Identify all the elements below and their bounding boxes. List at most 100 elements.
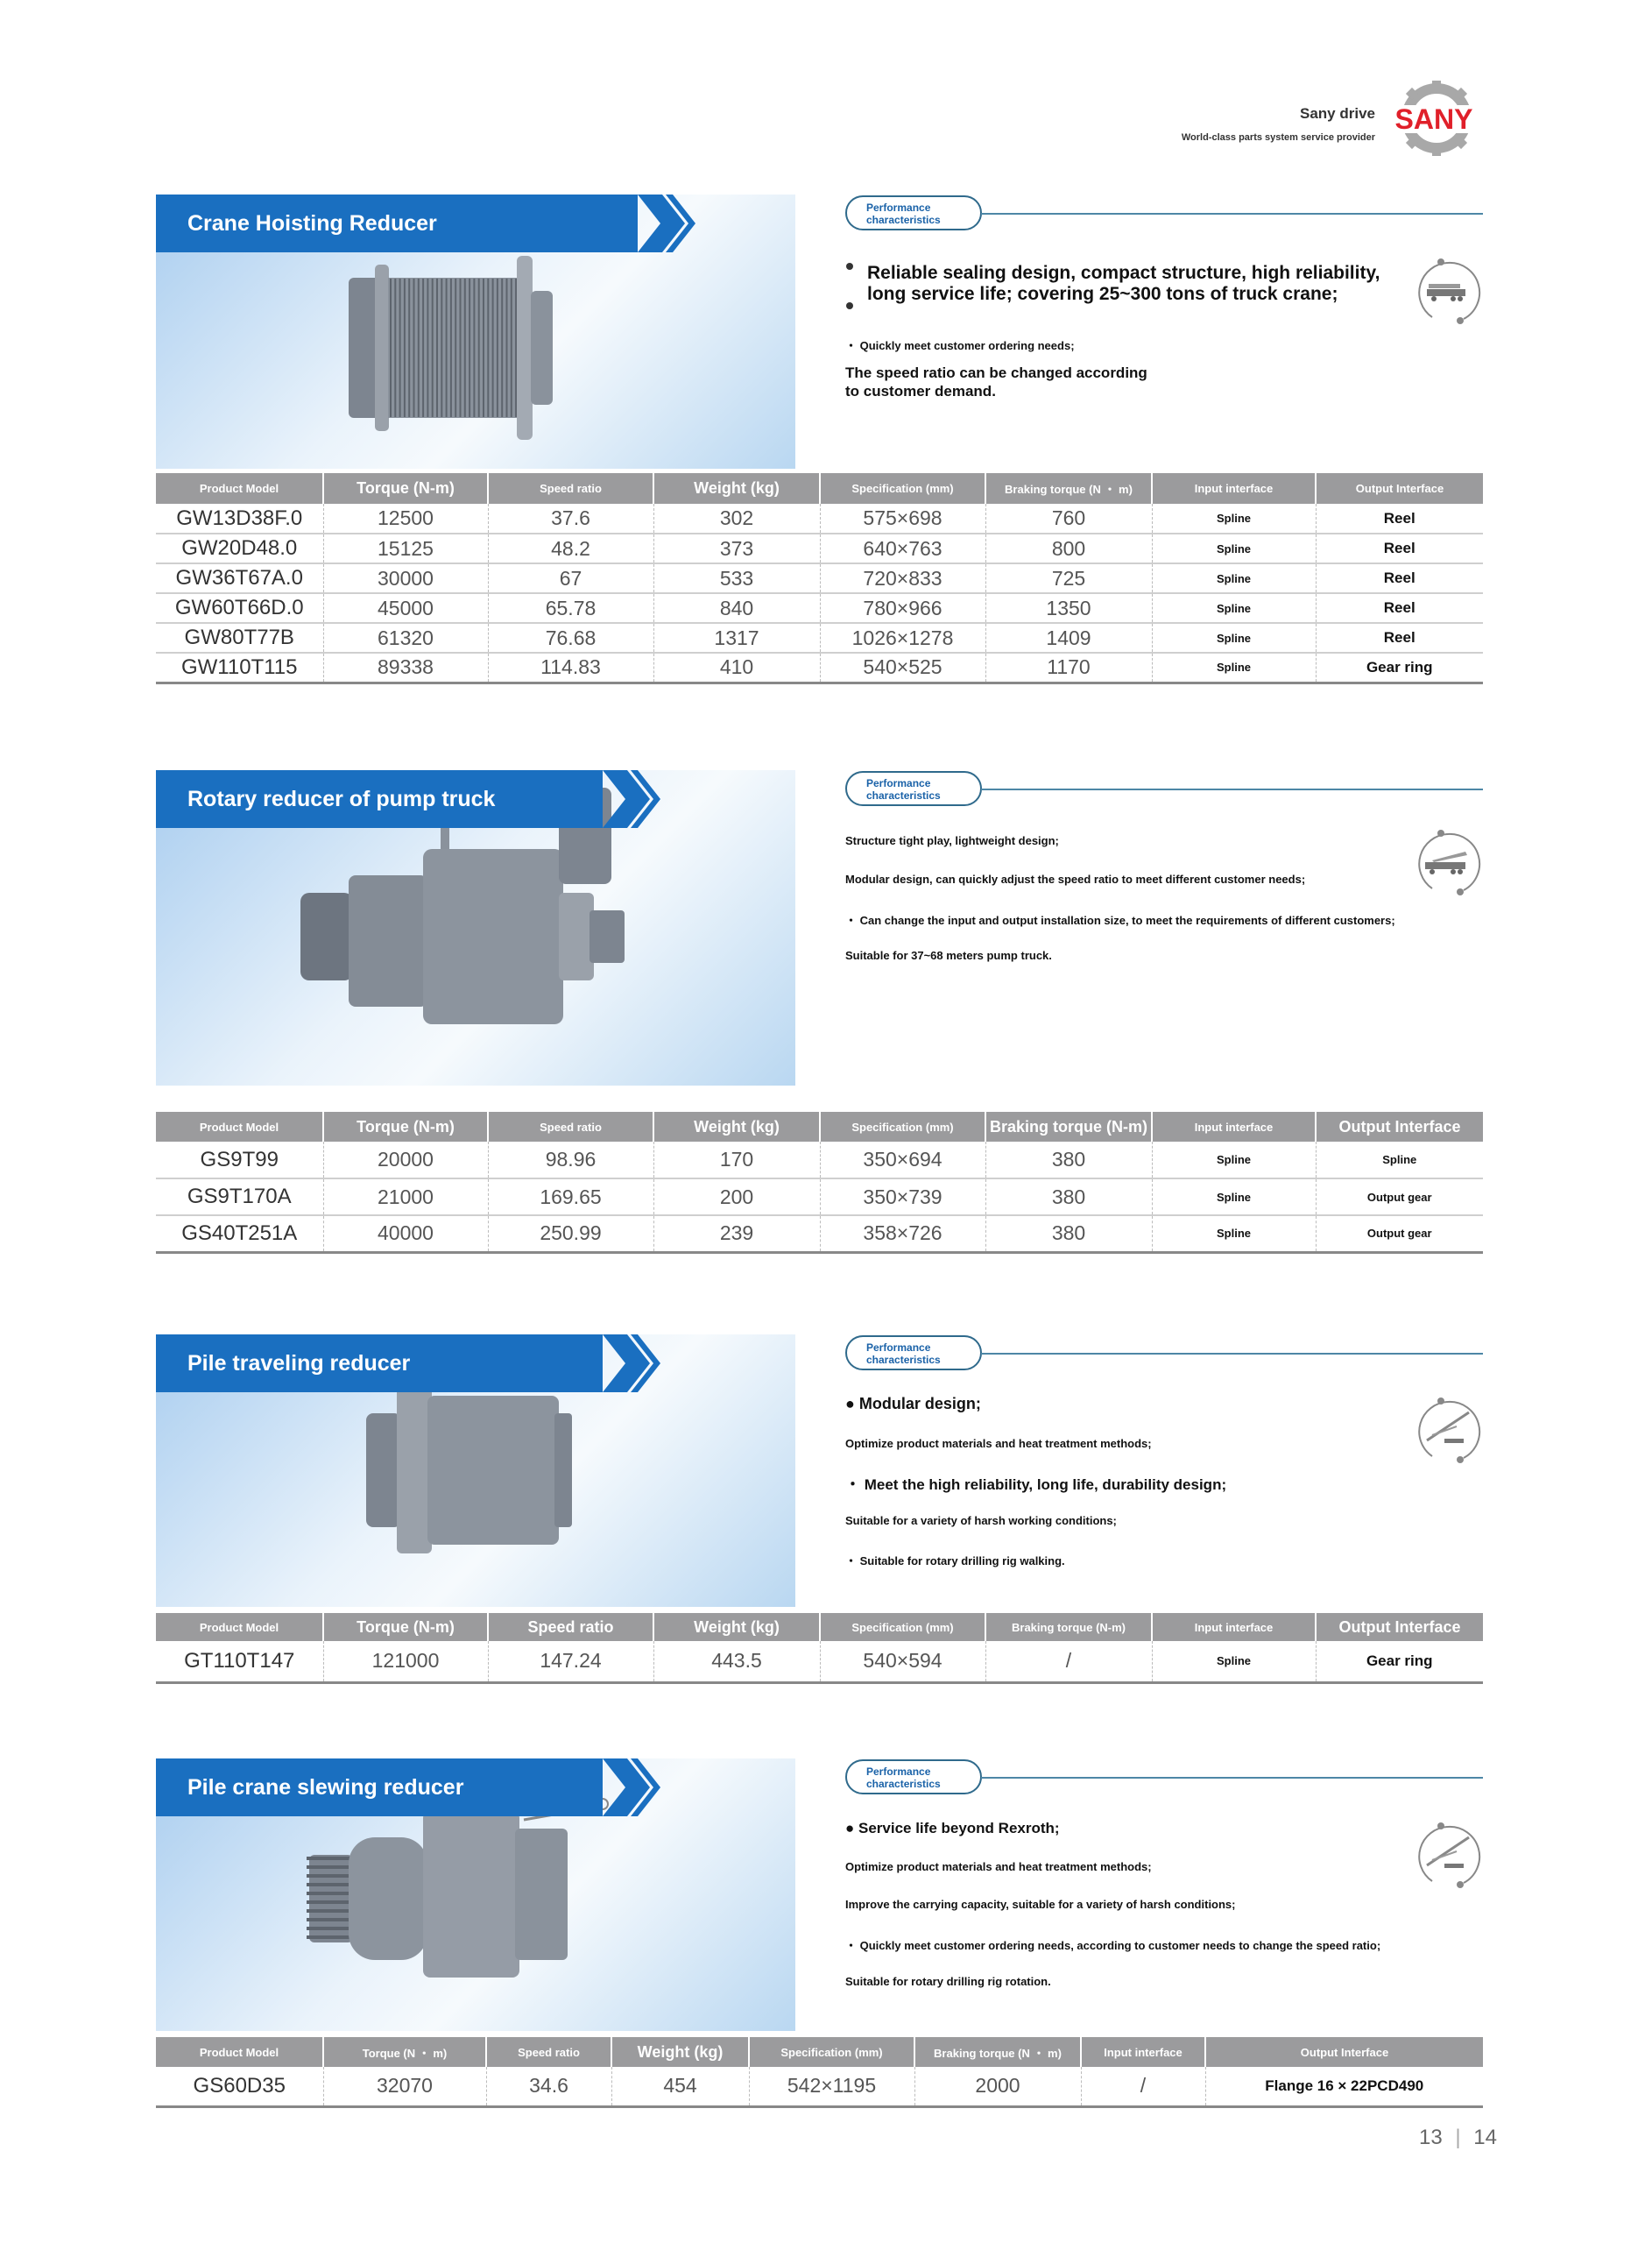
- table-cell: Spline: [1151, 593, 1316, 624]
- table-cell: /: [985, 1641, 1152, 1684]
- column-header: Speed ratio: [487, 1613, 653, 1641]
- table-cell: 302: [653, 504, 820, 534]
- table-cell: 540×525: [819, 653, 985, 684]
- table-cell: 358×726: [819, 1215, 985, 1254]
- column-header: Output Interface: [1315, 1112, 1483, 1142]
- chevron-decoration-icon: [603, 1334, 660, 1392]
- table-row: GW13D38F.0 12500 37.6 302 575×698 760 Spline Re…: [156, 504, 1483, 534]
- table-cell: 780×966: [819, 593, 985, 624]
- column-header: Input interface: [1151, 473, 1316, 504]
- table-cell: 720×833: [819, 563, 985, 594]
- spec-table: Product Model Torque (N-m) Speed ratio Weig…: [156, 1112, 1483, 1254]
- table-cell: 840: [653, 593, 820, 624]
- column-header: Product Model: [156, 1613, 323, 1641]
- column-header: Weight (kg): [611, 2037, 749, 2067]
- table-row: GS40T251A 40000 250.99 239 358×726 380 Spline O…: [156, 1215, 1483, 1254]
- table-cell: 76.68: [487, 623, 653, 654]
- table-cell: 169.65: [487, 1178, 653, 1216]
- table-cell: 533: [653, 563, 820, 594]
- table-cell: 21000: [322, 1178, 488, 1216]
- divider-line: [981, 789, 1483, 790]
- table-cell: 65.78: [487, 593, 653, 624]
- section-title-banner: Pile traveling reducer: [156, 1334, 603, 1392]
- table-cell: GW36T67A.0: [156, 563, 323, 594]
- section-title: Crane Hoisting Reducer: [187, 210, 437, 236]
- page-number-left: 13: [1419, 2126, 1443, 2149]
- feature-text: ・ Quickly meet customer ordering needs;: [845, 339, 1075, 352]
- column-header: Specification (mm): [819, 1112, 985, 1142]
- table-cell: 350×739: [819, 1178, 985, 1216]
- pill-line-1: Performance: [866, 1765, 931, 1778]
- table-cell: 170: [653, 1142, 820, 1179]
- table-cell: 250.99: [487, 1215, 653, 1254]
- table-cell: 121000: [322, 1641, 488, 1684]
- table-cell: Reel: [1315, 563, 1483, 594]
- pump-truck-icon: [1415, 827, 1481, 897]
- table-row: GW20D48.0 15125 48.2 373 640×763 800 Spline Ree…: [156, 534, 1483, 564]
- divider-line: [981, 213, 1483, 215]
- performance-characteristics-label: Performance characteristics: [845, 1759, 982, 1794]
- performance-characteristics-label: Performance characteristics: [845, 1335, 982, 1370]
- table-cell: 454: [611, 2067, 749, 2108]
- table-cell: Spline: [1151, 623, 1316, 654]
- column-header: Braking torque (N-m): [985, 1613, 1152, 1641]
- table-header-row: Product Model Torque (N-m) Speed ratio Weig…: [156, 1112, 1483, 1142]
- column-header: Torque (N-m): [322, 1112, 488, 1142]
- column-header: Speed ratio: [485, 2037, 611, 2067]
- pill-line-2: characteristics: [866, 789, 941, 802]
- pill-line-2: characteristics: [866, 1778, 941, 1790]
- table-cell: 45000: [322, 593, 488, 624]
- column-header: Product Model: [156, 1112, 323, 1142]
- column-header: Braking torque (N ・ m): [985, 473, 1152, 504]
- column-header: Input interface: [1151, 1613, 1316, 1641]
- table-cell: 61320: [322, 623, 488, 654]
- page-numbers: 13 | 14: [1419, 2126, 1497, 2150]
- column-header: Speed ratio: [487, 473, 653, 504]
- pill-line-1: Performance: [866, 1341, 931, 1354]
- table-cell: 350×694: [819, 1142, 985, 1179]
- column-header: Speed ratio: [487, 1112, 653, 1142]
- table-cell: 1026×1278: [819, 623, 985, 654]
- performance-characteristics-label: Performance characteristics: [845, 771, 982, 806]
- table-row: GW80T77B 61320 76.68 1317 1026×1278 1409 Splin…: [156, 623, 1483, 654]
- table-cell: GW13D38F.0: [156, 504, 323, 534]
- feature-text: Improve the carrying capacity, suitable …: [845, 1898, 1236, 1911]
- table-cell: 1409: [985, 623, 1152, 654]
- feature-text: Optimize product materials and heat trea…: [845, 1860, 1152, 1873]
- bullet-dot: [846, 302, 853, 309]
- table-cell: 640×763: [819, 534, 985, 564]
- table-cell: GS60D35: [156, 2067, 323, 2108]
- spec-table: Product Model Torque (N ・ m) Speed ratio We…: [156, 2037, 1483, 2108]
- table-cell: 48.2: [487, 534, 653, 564]
- feature-text: ● Service life beyond Rexroth;: [845, 1820, 1060, 1836]
- table-cell: 32070: [322, 2067, 486, 2108]
- feature-text: long service life; covering 25~300 tons …: [867, 284, 1338, 304]
- table-cell: 380: [985, 1142, 1152, 1179]
- table-cell: 98.96: [487, 1142, 653, 1179]
- feature-text: Modular design, can quickly adjust the s…: [845, 873, 1306, 886]
- drilling-rig-icon: [1415, 1820, 1481, 1890]
- table-cell: 410: [653, 653, 820, 684]
- table-cell: 40000: [322, 1215, 488, 1254]
- table-cell: GT110T147: [156, 1641, 323, 1684]
- table-row: GW60T66D.0 45000 65.78 840 780×966 1350 Spline…: [156, 593, 1483, 624]
- product-image-panel: Pile crane slewing reducer: [156, 1758, 795, 2031]
- table-cell: Flange 16 × 22PCD490: [1204, 2067, 1483, 2108]
- table-cell: 147.24: [487, 1641, 653, 1684]
- pill-line-2: characteristics: [866, 214, 941, 226]
- table-cell: 575×698: [819, 504, 985, 534]
- product-image: [156, 1758, 795, 2035]
- table-cell: 443.5: [653, 1641, 820, 1684]
- section-title: Pile traveling reducer: [187, 1350, 411, 1376]
- column-header: Specification (mm): [819, 473, 985, 504]
- column-header: Weight (kg): [653, 1613, 820, 1641]
- sany-logo: SANY: [1382, 81, 1486, 156]
- table-cell: Spline: [1151, 504, 1316, 534]
- column-header: Input interface: [1080, 2037, 1205, 2067]
- table-cell: Reel: [1315, 623, 1483, 654]
- table-cell: 380: [985, 1215, 1152, 1254]
- table-cell: Spline: [1151, 653, 1316, 684]
- table-cell: GW20D48.0: [156, 534, 323, 564]
- table-row: GW36T67A.0 30000 67 533 720×833 725 Spline Reel: [156, 563, 1483, 594]
- column-header: Torque (N ・ m): [322, 2037, 486, 2067]
